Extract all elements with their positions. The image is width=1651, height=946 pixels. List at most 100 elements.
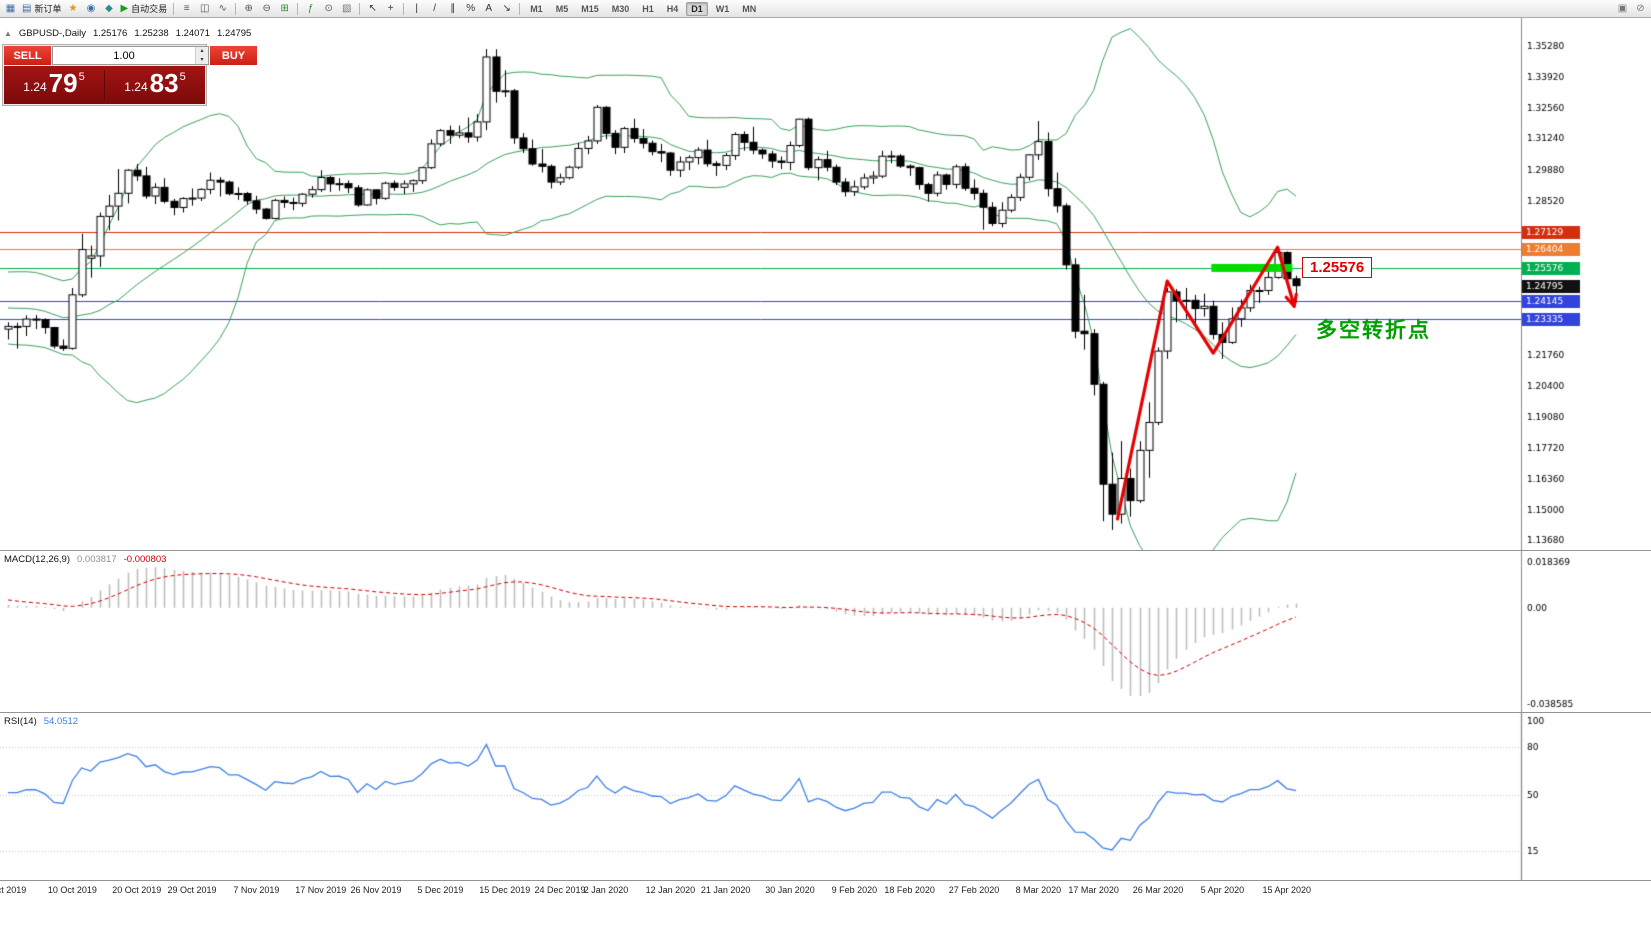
timeframe-m5[interactable]: M5: [555, 3, 569, 14]
price-level-label[interactable]: 1.25576: [1302, 257, 1373, 278]
macd-main-value: 0.003817: [77, 554, 117, 565]
cursor-icon: ↖: [368, 3, 377, 14]
zoom-out-icon: ⊖: [262, 3, 271, 14]
line-chart-icon: ∿: [218, 3, 227, 14]
time-label: 17 Mar 2020: [1068, 885, 1119, 895]
alerts-icon: ★: [68, 3, 78, 14]
time-label: 5 Apr 2020: [1200, 885, 1245, 895]
toolbar-separator: [519, 2, 521, 15]
one-click-trading-panel: SELL ▴ ▾ BUY 1.24 79 5 1.24: [2, 44, 257, 106]
new-order-button-label: 新订单: [34, 4, 62, 14]
ohlc-open: 1.25176: [92, 28, 128, 39]
time-label: 10 Oct 2019: [47, 885, 97, 895]
timeframe-m30[interactable]: M30: [611, 3, 630, 14]
ohlc-close: 1.24795: [217, 28, 252, 39]
fibonacci-icon[interactable]: %: [462, 1, 479, 17]
sell-price-display[interactable]: 1.24 79 5: [23, 67, 85, 98]
chart-ohlc-header: ▲ GBPUSD-,Daily 1.25176 1.25238 1.24071 …: [4, 28, 251, 39]
time-label: 7 Nov 2019: [233, 885, 280, 895]
magnifier-icon[interactable]: ⊘: [1632, 1, 1649, 17]
tile-windows-icon[interactable]: ⊞: [276, 1, 293, 17]
rsi-name: RSI(14): [4, 716, 37, 727]
macd-header: MACD(12,26,9) 0.003817 -0.000803: [4, 554, 166, 565]
rsi-canvas[interactable]: [0, 713, 1651, 880]
alerts-icon[interactable]: ★: [64, 1, 81, 17]
time-label: 26 Mar 2020: [1132, 885, 1184, 895]
indicators-icon: ƒ: [307, 3, 314, 14]
timeframe-h1[interactable]: H1: [642, 3, 654, 14]
candlestick-icon[interactable]: ◫: [196, 1, 213, 17]
zoom-out-icon[interactable]: ⊖: [258, 1, 275, 17]
rsi-value: 54.0512: [43, 716, 79, 727]
trendline-icon[interactable]: /: [426, 1, 443, 17]
vertical-line-icon[interactable]: |: [408, 1, 425, 17]
trendline-icon: /: [433, 3, 437, 14]
macd-name: MACD(12,26,9): [4, 554, 70, 565]
time-label: 17 Nov 2019: [295, 885, 347, 895]
indicators-icon[interactable]: ƒ: [302, 1, 319, 17]
ohlc-high: 1.25238: [134, 28, 169, 39]
zoom-in-icon: ⊕: [244, 3, 253, 14]
community-icon[interactable]: ◉: [82, 1, 99, 17]
toolbar: ▦ ▤ 新订单 ★ ◉ ◆ ▶ 自动交易 ≡ ◫ ∿ ⊕ ⊖ ⊞ ƒ ⊙ ▧ ↖ + | / ∥% A ↘ M1 M5 M15 M30…: [0, 0, 1651, 18]
zoom-in-icon[interactable]: ⊕: [240, 1, 257, 17]
templates-icon[interactable]: ▧: [338, 1, 355, 17]
toolbar-separator: [359, 2, 361, 15]
arrows-icon[interactable]: ↘: [498, 1, 515, 17]
new-order-button[interactable]: ▤ 新订单: [20, 1, 63, 17]
main-chart-panel: ▲ GBPUSD-,Daily 1.25176 1.25238 1.24071 …: [0, 18, 1651, 550]
autotrade-button[interactable]: ▶ 自动交易: [118, 1, 169, 17]
crosshair-icon: +: [387, 3, 394, 14]
annotation-text[interactable]: 多空转折点: [1316, 319, 1431, 342]
support-icon[interactable]: ◆: [100, 1, 117, 17]
bar-chart-icon[interactable]: ≡: [178, 1, 195, 17]
bottom-spacer: [0, 902, 1651, 946]
timeframe-m1[interactable]: M1: [530, 3, 543, 14]
fibonacci-icon: %: [466, 3, 476, 14]
toolbar-separator: [173, 2, 175, 15]
time-label: 20 Oct 2019: [112, 885, 162, 895]
time-label: 8 Mar 2020: [1015, 885, 1062, 895]
rsi-panel: RSI(14) 54.0512: [0, 712, 1651, 880]
sell-button[interactable]: SELL: [4, 46, 51, 65]
timeframe-m15[interactable]: M15: [581, 3, 599, 14]
periods-icon[interactable]: ⊙: [320, 1, 337, 17]
symbol-period: GBPUSD-,Daily: [18, 28, 86, 39]
line-chart-icon[interactable]: ∿: [214, 1, 231, 17]
buy-price-display[interactable]: 1.24 83 5: [124, 67, 186, 98]
templates-icon: ▧: [341, 3, 352, 14]
time-label: 12 Jan 2020: [645, 885, 696, 895]
crosshair-icon[interactable]: +: [382, 1, 399, 17]
channel-icon[interactable]: ∥: [444, 1, 461, 17]
volume-up-button[interactable]: ▴: [196, 47, 208, 56]
time-axis[interactable]: Oct 2019 10 Oct 2019 20 Oct 2019 29 Oct 201…: [0, 880, 1651, 902]
time-label: 21 Jan 2020: [700, 885, 751, 895]
app-icon: ▦: [5, 3, 16, 14]
text-icon[interactable]: A: [480, 1, 497, 17]
channel-icon: ∥: [450, 3, 456, 14]
time-label: 26 Nov 2019: [350, 885, 402, 895]
text-icon: A: [485, 3, 493, 14]
timeframe-mn[interactable]: MN: [742, 3, 757, 14]
time-label: 2 Jan 2020: [583, 885, 629, 895]
app-icon[interactable]: ▦: [2, 1, 19, 17]
buy-button[interactable]: BUY: [210, 46, 257, 65]
volume-down-button[interactable]: ▾: [196, 55, 208, 64]
time-label: 30 Jan 2020: [765, 885, 815, 895]
arrows-icon: ↘: [502, 3, 511, 14]
timeframe-w1[interactable]: W1: [715, 3, 730, 14]
autotrade-button: ▶: [120, 3, 129, 14]
price-chart-canvas[interactable]: [0, 18, 1651, 550]
cursor-icon[interactable]: ↖: [364, 1, 381, 17]
timeframe-h4[interactable]: H4: [666, 3, 679, 14]
time-label: Oct 2019: [0, 885, 27, 895]
macd-canvas[interactable]: [0, 551, 1651, 712]
timeframe-d1[interactable]: D1: [686, 1, 708, 16]
periods-icon: ⊙: [324, 3, 333, 14]
volume-field: ▴ ▾: [52, 46, 209, 65]
toolbar-separator: [297, 2, 299, 15]
window-icon[interactable]: ▣: [1614, 1, 1631, 17]
toolbar-separator: [403, 2, 405, 15]
volume-input[interactable]: [53, 47, 195, 64]
